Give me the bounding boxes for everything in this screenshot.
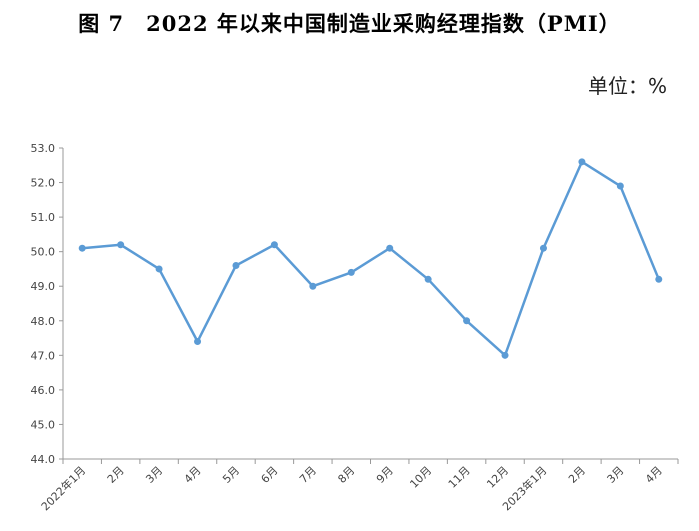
x-tick-label: 3月 — [605, 464, 627, 486]
data-point — [347, 268, 355, 276]
x-tick-label: 4月 — [643, 464, 665, 486]
y-tick-label: 47.0 — [31, 349, 56, 362]
y-axis: 44.0 45.0 46.0 47.0 48.0 49.0 50.0 51.0 52.0 53.0 — [31, 142, 64, 466]
data-point — [117, 241, 125, 249]
series-pmi — [78, 158, 663, 359]
data-point — [309, 282, 317, 290]
data-point — [194, 338, 202, 346]
x-tick-label: 12月 — [484, 464, 511, 491]
chart-title: 图 7 2022 年以来中国制造业采购经理指数（PMI） — [78, 11, 621, 36]
x-tick-label: 10月 — [407, 464, 434, 491]
x-tick-label: 2022年1月 — [38, 463, 88, 513]
series-line — [82, 160, 660, 357]
y-tick-label: 48.0 — [31, 315, 56, 328]
data-point — [655, 275, 663, 283]
data-point — [463, 317, 471, 325]
data-point — [578, 158, 586, 166]
data-point — [424, 275, 432, 283]
data-point — [155, 265, 163, 273]
y-tick-label: 49.0 — [31, 280, 56, 293]
y-tick-label: 44.0 — [31, 453, 56, 466]
x-tick-label: 6月 — [259, 464, 281, 486]
data-point — [232, 261, 240, 269]
y-tick-label: 45.0 — [31, 418, 56, 431]
x-tick-label: 8月 — [335, 464, 357, 486]
x-tick-label: 7月 — [297, 464, 319, 486]
data-point — [386, 244, 394, 252]
y-tick-label: 53.0 — [31, 142, 56, 155]
y-tick-label: 46.0 — [31, 384, 56, 397]
y-tick-label: 52.0 — [31, 177, 56, 190]
x-tick-label: 3月 — [143, 464, 165, 486]
y-tick-label: 51.0 — [31, 211, 56, 224]
data-point — [616, 182, 624, 190]
data-point — [78, 244, 86, 252]
unit-label: 单位：% — [587, 74, 667, 98]
x-tick-label: 4月 — [182, 464, 204, 486]
data-point — [539, 244, 547, 252]
data-point — [501, 351, 509, 359]
data-point — [270, 241, 278, 249]
x-tick-label: 2月 — [105, 464, 127, 486]
x-tick-label: 5月 — [220, 464, 242, 486]
x-tick-label: 9月 — [374, 464, 396, 486]
x-tick-label: 2月 — [566, 464, 588, 486]
x-tick-label: 11月 — [446, 464, 473, 491]
y-tick-label: 50.0 — [31, 246, 56, 259]
